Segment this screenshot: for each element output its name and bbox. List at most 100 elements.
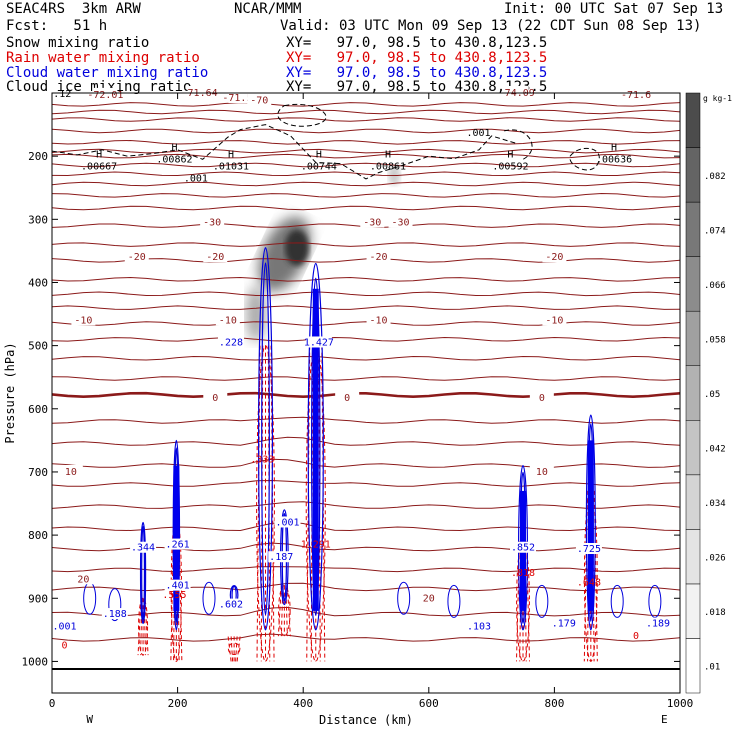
temperature-contour xyxy=(52,139,680,145)
temperature-contour xyxy=(52,305,680,310)
cloud-water-contour xyxy=(172,439,181,631)
cloud-water-label: .001 xyxy=(53,622,77,633)
cloud-water-contours xyxy=(83,247,662,631)
temperature-label: 20 xyxy=(423,593,435,604)
rain-contour xyxy=(138,597,149,656)
temperature-label: -20 xyxy=(370,252,388,263)
rain-contour xyxy=(277,585,282,637)
field-xy-cloud-water: XY= 97.0, 98.5 to 430.8,123.5 xyxy=(286,65,548,81)
cloud-ice-label: .12 xyxy=(53,89,71,100)
temperature-label-bg xyxy=(203,391,228,404)
temperature-contour xyxy=(52,205,680,211)
snow-max-marker: H xyxy=(171,143,177,154)
x-tick-label: 1000 xyxy=(667,697,694,710)
temperature-contour xyxy=(52,162,680,168)
field-name-rain: Rain water mixing ratio xyxy=(6,50,200,66)
cloud-water-label-bg xyxy=(645,617,672,629)
colorbar-segment xyxy=(685,256,701,312)
field-name-snow: Snow mixing ratio xyxy=(6,35,150,51)
cloud-water-contour xyxy=(261,262,270,616)
cloud-ice-label: .001 xyxy=(184,173,208,184)
cloud-water-label: .725 xyxy=(577,544,601,555)
temperature-label-bg xyxy=(529,391,554,404)
cloud-water-label: .187 xyxy=(269,552,293,563)
rain-max-label: .555 xyxy=(162,590,186,601)
temperature-contour xyxy=(52,102,680,107)
cloud-water-label-bg xyxy=(101,608,128,620)
temperature-contour xyxy=(52,192,680,198)
rain-contour xyxy=(230,636,234,662)
snow-max-marker: H xyxy=(228,149,234,160)
temperature-label: -30 xyxy=(203,217,221,228)
x-tick-label: 600 xyxy=(419,697,439,710)
colorbar-label: .05 xyxy=(704,390,720,400)
cloud-water-contour xyxy=(307,262,324,631)
temperature-label: -70 xyxy=(250,96,268,107)
colorbar-segment xyxy=(685,147,701,203)
temperature-contour xyxy=(52,633,680,642)
rain-contour xyxy=(285,585,288,637)
cloud-water-label-bg xyxy=(466,620,493,632)
rain-contour xyxy=(526,541,531,662)
cloud-ice-contour xyxy=(277,103,327,127)
snow-shade-core xyxy=(284,229,309,266)
cloud-water-label-bg xyxy=(510,541,536,553)
header-init: Init: 00 UTC Sat 07 Sep 13 xyxy=(504,1,724,17)
temperature-label: -71.6 xyxy=(621,90,651,101)
temperature-contour xyxy=(52,436,680,446)
rain-max-label: 0 xyxy=(633,631,639,642)
temperature-label: -71.51 xyxy=(222,93,258,104)
temperature-label-bg xyxy=(366,313,391,326)
colorbar-segment xyxy=(685,365,701,421)
cloud-water-label-bg xyxy=(274,516,301,528)
snow-max-label: .00744 xyxy=(301,161,337,172)
y-tick-label: 200 xyxy=(28,150,48,163)
snow-max-label: .01031 xyxy=(213,161,249,172)
contour-labels: -72.01 -71.64 -71.51-70-74.09 -71.6-30 -30 -3… xyxy=(51,86,672,652)
temperature-label-bg xyxy=(335,391,360,404)
temperature-contour xyxy=(52,109,680,115)
temperature-label: -10 xyxy=(370,315,388,326)
temperature-contour xyxy=(52,606,680,617)
cloud-water-label: .261 xyxy=(166,540,190,551)
temperature-label: -30 xyxy=(363,217,381,228)
temperature-label: 0 xyxy=(212,393,218,404)
x-tick-label: 800 xyxy=(544,697,564,710)
temperature-label-bg xyxy=(228,91,253,104)
plot-frame xyxy=(51,92,681,694)
colorbar-segment xyxy=(685,529,701,585)
temperature-label-bg xyxy=(58,464,83,477)
rain-contour xyxy=(227,642,241,656)
cloud-water-contour xyxy=(202,581,216,615)
rain-max-label: 1.291 xyxy=(301,540,331,551)
cloud-water-label-bg xyxy=(51,620,78,632)
temperature-label-bg xyxy=(504,86,529,98)
cloud-water-core xyxy=(587,440,594,611)
snow-max-marker: H xyxy=(96,149,102,160)
cloud-water-core xyxy=(312,288,319,611)
temperature-label-bg xyxy=(624,87,649,100)
cloud-water-label: .179 xyxy=(552,619,576,630)
temperature-label: -20 xyxy=(206,252,224,263)
colorbar-label: .074 xyxy=(704,226,726,236)
temperature-label-bg xyxy=(542,250,567,263)
colorbar: .01 .018 .026 .034 .042 .05 .058 .066 .074 .082 g … xyxy=(685,92,732,694)
cloud-ice-contour xyxy=(569,147,600,171)
y-tick-label: 400 xyxy=(28,276,48,289)
cloud-water-contour xyxy=(447,584,461,618)
temperature-contour xyxy=(52,128,680,134)
colorbar-segment xyxy=(685,583,701,639)
colorbar-label: .082 xyxy=(704,172,726,182)
temperature-contour xyxy=(52,355,680,361)
cloud-water-label: .602 xyxy=(219,600,243,611)
temperature-contour xyxy=(52,181,680,187)
colorbar-segment xyxy=(685,474,701,530)
colorbar-segment xyxy=(685,638,701,694)
temperature-contour xyxy=(52,148,680,154)
temperature-contour xyxy=(52,276,680,282)
temperature-contour xyxy=(52,258,680,263)
cloud-water-contour xyxy=(648,584,662,618)
temperature-label-bg xyxy=(187,86,212,98)
colorbar-label: .066 xyxy=(704,281,726,291)
